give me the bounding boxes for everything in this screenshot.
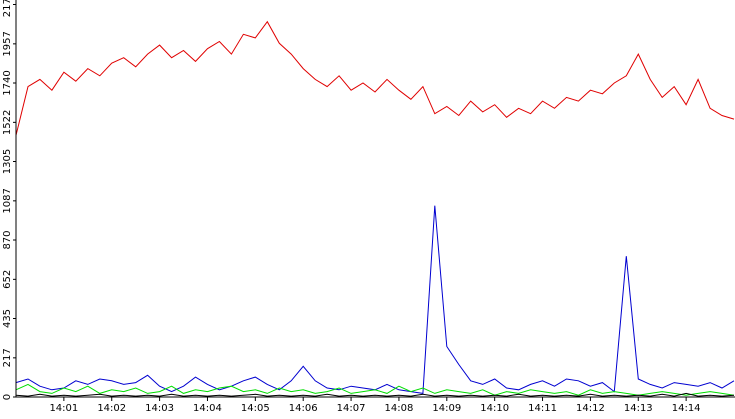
y-tick-label: 435	[2, 309, 13, 328]
x-tick-label: 14:05	[241, 403, 270, 414]
x-tick-label: 14:01	[49, 403, 78, 414]
series-line	[15, 205, 735, 394]
x-tick-label: 14:02	[97, 403, 126, 414]
x-tick-label: 14:08	[385, 403, 414, 414]
x-tick-label: 14:11	[528, 403, 557, 414]
x-tick-label: 14:03	[145, 403, 174, 414]
y-tick-label: 2175	[2, 0, 13, 17]
y-tick-label: 1305	[2, 149, 13, 174]
y-tick-label: 217	[2, 348, 13, 367]
x-tick-label: 14:12	[576, 403, 605, 414]
x-tick-label: 14:09	[432, 403, 461, 414]
y-tick-label: 652	[2, 270, 13, 289]
y-tick-label: 870	[2, 230, 13, 249]
x-tick-label: 14:14	[672, 403, 701, 414]
series-line	[15, 20, 735, 136]
y-tick-label: 0	[2, 394, 13, 400]
x-tick-label: 14:06	[289, 403, 318, 414]
y-tick-label: 1740	[2, 70, 13, 95]
series-line	[15, 392, 735, 397]
y-tick-label: 1087	[2, 188, 13, 213]
x-tick-label: 14:07	[337, 403, 366, 414]
y-tick-label: 1522	[2, 110, 13, 135]
x-tick-label: 14:13	[624, 403, 653, 414]
y-tick-label: 1957	[2, 31, 13, 56]
series-line	[15, 383, 735, 396]
x-tick-label: 14:10	[480, 403, 509, 414]
x-tick-label: 14:04	[193, 403, 222, 414]
